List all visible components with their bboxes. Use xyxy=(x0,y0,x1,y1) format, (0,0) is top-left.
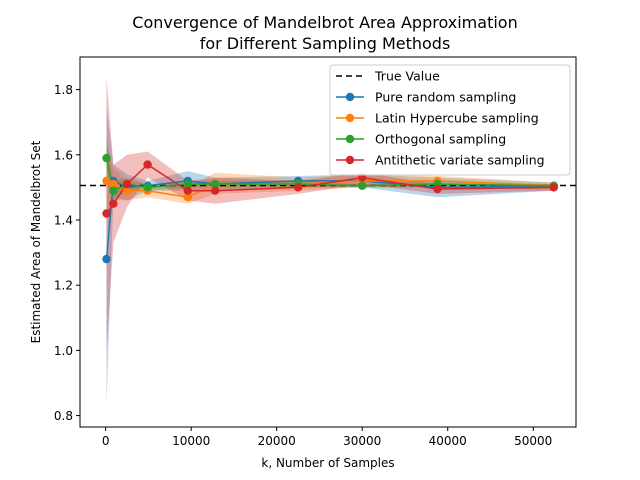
antithetic-variate-sampling-point xyxy=(122,179,132,189)
latin-hypercube-sampling-point xyxy=(122,186,132,195)
legend-true-value-label: True Value xyxy=(374,69,440,84)
legend-antithetic-variate-sampling-marker xyxy=(345,155,355,165)
antithetic-variate-sampling-point xyxy=(143,160,152,169)
x-tick-label: 0 xyxy=(102,434,110,448)
y-tick-label: 1.2 xyxy=(54,279,73,293)
antithetic-variate-sampling-line xyxy=(105,163,554,214)
pure-random-sampling-point xyxy=(102,254,111,264)
y-tick-label: 1.6 xyxy=(54,148,73,162)
latin-hypercube-sampling-point xyxy=(102,176,111,186)
x-axis-ticks: 0 10000 20000 30000 40000 50000 xyxy=(102,427,552,448)
legend-box xyxy=(329,64,571,176)
chart-title-line-2: for Different Sampling Methods xyxy=(200,34,451,53)
legend-pure-random-sampling-label: Pure random sampling xyxy=(375,90,516,105)
y-axis-label: Estimated Area of Mandelbrot Set xyxy=(29,140,43,343)
y-tick-label: 1.4 xyxy=(54,213,73,227)
x-tick-label: 50000 xyxy=(514,434,552,448)
legend-latin-hypercube-sampling-marker xyxy=(345,113,355,123)
x-tick-label: 20000 xyxy=(258,434,296,448)
legend-latin-hypercube-sampling-label: Latin Hypercube sampling xyxy=(375,111,539,126)
x-tick-label: 30000 xyxy=(343,434,381,448)
orthogonal-sampling-point xyxy=(102,153,111,163)
antithetic-variate-sampling-point xyxy=(293,183,303,192)
y-tick-label: 1.8 xyxy=(54,83,73,97)
antithetic-variate-sampling-point xyxy=(183,186,192,195)
legend-orthogonal-sampling-label: Orthogonal sampling xyxy=(375,132,506,147)
x-tick-label: 40000 xyxy=(429,434,467,448)
legend-pure-random-sampling-marker xyxy=(345,92,355,102)
antithetic-variate-sampling-point xyxy=(102,209,111,218)
latin-hypercube-sampling-point xyxy=(183,193,192,202)
x-axis-label: k, Number of Samples xyxy=(261,456,394,470)
legend-antithetic-variate-sampling-label: Antithetic variate sampling xyxy=(375,153,545,168)
antithetic-variate-sampling-point xyxy=(210,186,220,195)
y-tick-label: 0.8 xyxy=(54,409,73,423)
orthogonal-sampling-line xyxy=(105,157,554,192)
series-lines xyxy=(105,157,554,260)
y-tick-label: 1.0 xyxy=(54,344,73,358)
orthogonal-sampling-point xyxy=(358,181,367,190)
latin-hypercube-sampling-band xyxy=(106,148,554,220)
orthogonal-sampling-point xyxy=(210,179,220,189)
x-tick-label: 10000 xyxy=(172,434,210,448)
orthogonal-sampling-point xyxy=(109,186,118,195)
latin-hypercube-sampling-point xyxy=(109,179,118,189)
pure-random-sampling-line xyxy=(105,179,554,260)
series-points xyxy=(102,153,558,264)
orthogonal-sampling-point xyxy=(143,183,152,192)
legend: True Value Pure random sampling Latin Hype… xyxy=(329,64,571,176)
antithetic-variate-sampling-point xyxy=(109,199,118,208)
chart-title-line-1: Convergence of Mandelbrot Area Approxima… xyxy=(132,13,517,32)
antithetic-variate-sampling-point xyxy=(549,183,558,192)
orthogonal-sampling-point xyxy=(183,179,192,189)
plot-area-frame xyxy=(79,56,577,428)
antithetic-variate-sampling-point xyxy=(433,184,442,194)
y-axis-ticks: 0.8 1.0 1.2 1.4 1.6 1.8 xyxy=(54,83,80,423)
legend-orthogonal-sampling-marker xyxy=(345,134,355,144)
